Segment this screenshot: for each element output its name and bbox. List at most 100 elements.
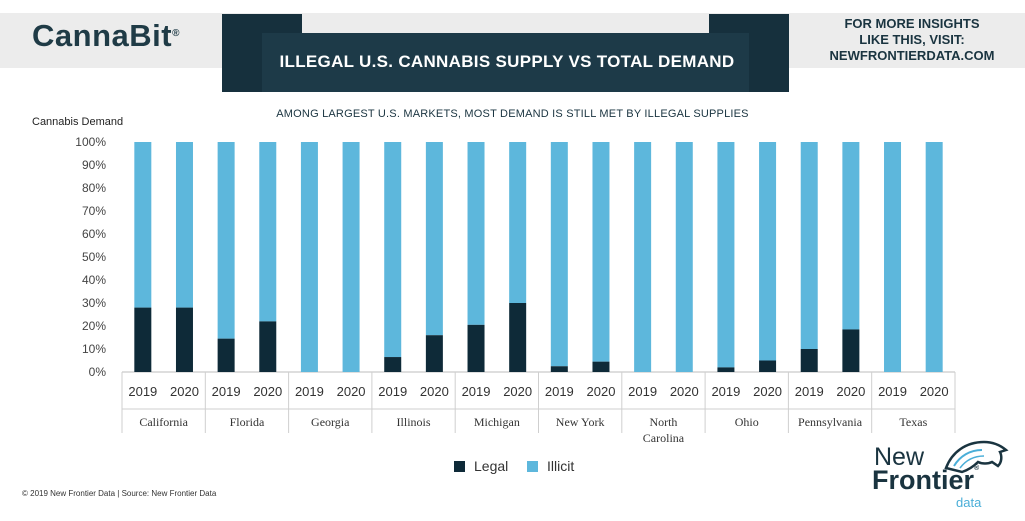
x-tick-category: Ohio [735, 415, 759, 429]
horse-head-icon [944, 440, 1009, 474]
insights-line: FOR MORE INSIGHTS [844, 16, 980, 31]
bar-legal [217, 338, 235, 372]
bar-legal [384, 357, 402, 372]
title-ribbon [222, 14, 789, 92]
legend-swatch-illicit [527, 461, 538, 472]
x-tick-year: 2020 [587, 384, 616, 399]
x-tick-year: 2020 [670, 384, 699, 399]
y-tick-label: 50% [82, 250, 106, 264]
y-tick-label: 70% [82, 204, 106, 218]
logo-word-new: New [874, 443, 925, 471]
legend-item-legal: Legal [454, 458, 508, 474]
new-frontier-logo: New Frontier® data [872, 436, 1012, 514]
ribbon-body [262, 33, 749, 92]
chart-title: ILLEGAL U.S. CANNABIS SUPPLY VS TOTAL DE… [279, 52, 735, 71]
x-tick-category: Florida [230, 415, 265, 429]
bar-illicit [134, 142, 152, 308]
bar-illicit [217, 142, 235, 339]
x-tick-category: Illinois [397, 415, 431, 429]
x-tick-category: Pennsylvania [798, 415, 863, 429]
logo-word-frontier: Frontier® [872, 465, 979, 496]
bar-illicit [550, 142, 568, 367]
x-tick-category: California [139, 415, 188, 429]
x-tick-year: 2019 [628, 384, 657, 399]
bar-illicit [717, 142, 735, 368]
bar-legal [550, 366, 568, 372]
bar-illicit [800, 142, 818, 349]
y-tick-label: 20% [82, 319, 106, 333]
x-tick-year: 2020 [170, 384, 199, 399]
x-tick-category: Georgia [311, 415, 350, 429]
y-tick-label: 30% [82, 296, 106, 310]
x-tick-year: 2020 [920, 384, 949, 399]
x-tick-year: 2019 [462, 384, 491, 399]
logo-text: CannaBit [32, 18, 173, 53]
x-tick-year: 2020 [337, 384, 366, 399]
y-tick-label: 100% [75, 135, 106, 149]
bar-illicit [884, 142, 902, 372]
bar-illicit [842, 142, 860, 330]
x-tick-year: 2019 [711, 384, 740, 399]
bar-illicit [342, 142, 360, 372]
insights-line: LIKE THIS, VISIT: [859, 32, 965, 47]
bar-legal [592, 361, 610, 372]
x-tick-category: Texas [899, 415, 927, 429]
legend-item-illicit: Illicit [527, 458, 574, 474]
legend-swatch-legal [454, 461, 465, 472]
logo-word-data: data [956, 495, 982, 510]
bar-illicit [759, 142, 777, 361]
insights-block[interactable]: FOR MORE INSIGHTS LIKE THIS, VISIT: NEWF… [812, 16, 1012, 64]
bar-legal [800, 349, 818, 372]
x-tick-year: 2020 [253, 384, 282, 399]
x-tick-year: 2019 [878, 384, 907, 399]
bar-illicit [384, 142, 402, 358]
x-tick-year: 2019 [795, 384, 824, 399]
x-tick-year: 2020 [836, 384, 865, 399]
x-tick-year: 2019 [128, 384, 157, 399]
x-tick-year: 2019 [378, 384, 407, 399]
x-tick-category: New York [556, 415, 605, 429]
insights-url[interactable]: NEWFRONTIERDATA.COM [829, 48, 995, 63]
y-tick-label: 60% [82, 227, 106, 241]
bar-legal [717, 367, 735, 372]
bar-illicit [467, 142, 485, 325]
y-tick-label: 0% [89, 365, 107, 379]
footer-source: © 2019 New Frontier Data | Source: New F… [22, 489, 217, 498]
y-tick-label: 40% [82, 273, 106, 287]
x-tick-category: North [649, 415, 677, 429]
x-tick-year: 2019 [295, 384, 324, 399]
bar-legal [467, 324, 485, 372]
bar-illicit [925, 142, 943, 372]
x-tick-category: Carolina [643, 431, 685, 445]
y-tick-label: 90% [82, 158, 106, 172]
bar-illicit [300, 142, 318, 372]
bar-legal [509, 303, 527, 372]
bar-illicit [175, 142, 193, 308]
bar-legal [175, 307, 193, 372]
x-tick-year: 2020 [503, 384, 532, 399]
bar-legal [134, 307, 152, 372]
x-tick-year: 2019 [545, 384, 574, 399]
chart-subtitle: AMONG LARGEST U.S. MARKETS, MOST DEMAND … [276, 108, 749, 120]
x-tick-year: 2020 [753, 384, 782, 399]
logo-word-frontier-tm: ® [974, 465, 980, 472]
bar-illicit [592, 142, 610, 362]
bar-legal [842, 329, 860, 372]
legend-label: Illicit [547, 458, 575, 474]
y-tick-label: 80% [82, 181, 106, 195]
x-tick-category: Michigan [474, 415, 520, 429]
stacked-bar-chart: 0% 10% 20% 30% 40% 50% 60% 70% 80% 90% 100% 2019 202… [75, 135, 956, 445]
y-axis-label: Cannabis Demand [32, 116, 124, 128]
x-tick-year: 2020 [420, 384, 449, 399]
bar-illicit [425, 142, 443, 336]
logo-word-frontier-text: Frontier [872, 465, 975, 495]
legend-label: Legal [474, 458, 509, 474]
bar-legal [759, 360, 777, 372]
bar-legal [425, 335, 443, 372]
x-tick-year: 2019 [212, 384, 241, 399]
bar-illicit [675, 142, 693, 372]
cannabit-logo: CannaBit® [32, 18, 180, 54]
y-tick-label: 10% [82, 342, 106, 356]
bar-illicit [509, 142, 527, 303]
bar-illicit [634, 142, 652, 372]
